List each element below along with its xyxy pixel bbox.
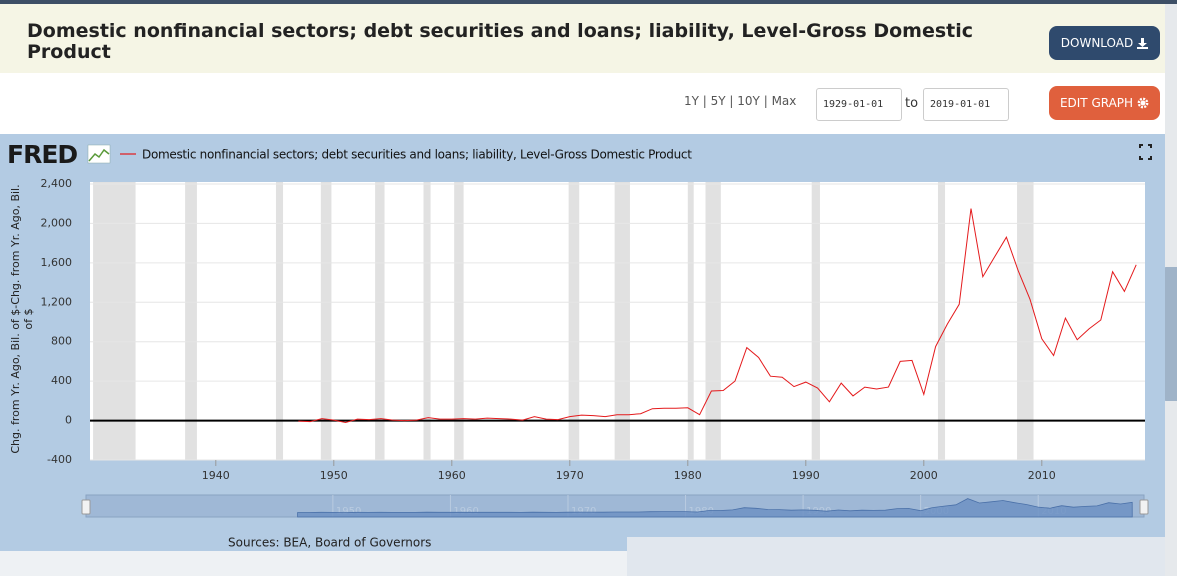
recession-band [614,182,630,460]
y-tick-label: -400 [47,453,72,466]
edit-graph-button[interactable]: EDIT GRAPH [1049,86,1160,120]
end-date[interactable]: 2019-01-01 [923,88,1009,121]
x-tick-label: 1990 [792,469,820,482]
recession-band [93,182,136,460]
x-tick-label: 1950 [320,469,348,482]
controls: 1Y | 5Y | 10Y | Max 1929-01-01 to 2019-0… [0,73,1165,134]
logo-icon [87,144,111,164]
range-link[interactable]: 10Y [737,94,760,108]
navigator-label: 1970 [571,506,596,517]
recession-band [937,182,946,460]
edit-label: EDIT GRAPH [1059,96,1134,110]
x-tick-label: 2010 [1028,469,1056,482]
navigator-label: 1950 [336,506,361,517]
y-tick-label: 800 [51,335,72,348]
recession-band [568,182,580,460]
logo: FRED [7,140,77,169]
x-tick-label: 2000 [910,469,938,482]
recession-band [811,182,820,460]
y-tick-label: 2,400 [41,177,73,190]
navigator-series [297,498,1133,518]
y-tick-label: 1,600 [41,256,73,269]
fullscreen-icon[interactable] [1139,144,1152,160]
x-tick-label: 1970 [556,469,584,482]
legend-entry: Domestic nonfinancial sectors; debt secu… [142,148,692,162]
recession-band [687,182,694,460]
recession-band [375,182,385,460]
y-tick-label: 400 [51,374,72,387]
navigator-handle[interactable] [81,499,91,515]
range-link[interactable]: 1Y [684,94,699,108]
download-button[interactable]: DOWNLOAD [1049,26,1160,60]
recession-band [275,182,284,460]
x-tick-label: 1980 [674,469,702,482]
header: Domestic nonfinancial sectors; debt secu… [0,4,1165,73]
navigator-label: 1960 [453,506,478,517]
range-link[interactable]: Max [771,94,797,108]
range-links: 1Y | 5Y | 10Y | Max [684,94,797,108]
series-title: Domestic nonfinancial sectors; debt secu… [27,20,974,63]
start-date[interactable]: 1929-01-01 [816,88,902,121]
x-tick-label: 1940 [202,469,230,482]
navigator-handle[interactable] [1139,499,1149,515]
gear-icon [1137,97,1149,109]
footer-blank [627,537,1165,576]
chart: FRED Domestic nonfinancial sectors; debt… [0,134,1165,576]
recession-band [454,182,464,460]
series-line [298,208,1137,424]
x-tick-label: 1960 [438,469,466,482]
recession-band [185,182,197,460]
y-tick-label: 2,000 [41,216,73,229]
y-tick-label: 1,200 [41,295,73,308]
download-icon [1137,37,1149,49]
recession-band [320,182,332,460]
to-label: to [905,96,919,111]
sources: Sources: BEA, Board of Governors [228,536,431,550]
recession-band [423,182,431,460]
download-label: DOWNLOAD [1060,36,1134,50]
y-axis-label: Chg. from Yr. Ago, Bil. of $-Chg. from Y… [9,184,35,454]
y-tick-label: 0 [65,414,72,427]
top-bar [0,0,1177,4]
range-link[interactable]: 5Y [710,94,726,108]
recession-band [1017,182,1034,460]
feedback-tab[interactable] [1163,267,1177,401]
